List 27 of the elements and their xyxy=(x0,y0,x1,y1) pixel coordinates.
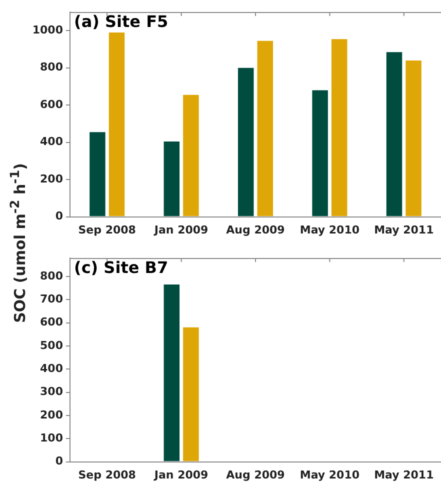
y-tick-label: 600 xyxy=(40,316,64,329)
x-tick-label: May 2010 xyxy=(300,223,360,236)
y-tick-label: 100 xyxy=(40,432,64,444)
y-tick-label: 1000 xyxy=(32,23,64,36)
chart-title: (a) Site F5 xyxy=(74,12,168,32)
y-tick-label: 600 xyxy=(40,98,64,111)
y-tick-label: 200 xyxy=(40,408,64,422)
x-tick-label: Aug 2009 xyxy=(226,223,285,236)
y-tick-label: 300 xyxy=(40,385,64,398)
x-tick-label: Jan 2009 xyxy=(153,468,208,482)
y-tick-label: 0 xyxy=(55,454,64,468)
x-tick-label: Sep 2008 xyxy=(78,468,136,482)
x-tick-label: Sep 2008 xyxy=(78,223,136,236)
x-tick-label: May 2010 xyxy=(300,468,360,482)
y-tick-label: 200 xyxy=(40,172,64,186)
x-tick-label: May 2011 xyxy=(374,468,434,482)
x-tick-label: Aug 2009 xyxy=(226,468,285,482)
y-tick-label: 400 xyxy=(40,135,64,148)
x-tick-label: Jan 2009 xyxy=(153,223,208,236)
x-tick-label: May 2011 xyxy=(374,223,434,236)
y-tick-label: 500 xyxy=(40,338,64,352)
chart-title: (c) Site B7 xyxy=(74,258,168,278)
y-tick-label: 800 xyxy=(40,269,64,282)
y-tick-label: 800 xyxy=(40,60,64,74)
y-tick-label: 700 xyxy=(40,292,64,306)
y-tick-label: 400 xyxy=(40,362,64,376)
y-tick-label: 0 xyxy=(55,210,64,223)
